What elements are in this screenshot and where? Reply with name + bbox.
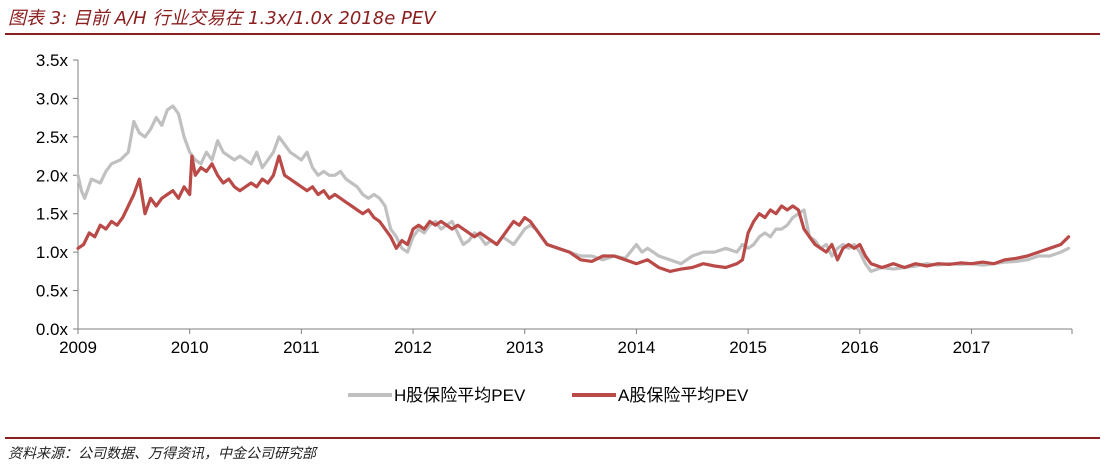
y-tick-label: 0.5x (36, 282, 69, 301)
x-axis: 2009 2010 2011 2012 2013 2014 2015 2016 2017 (59, 328, 1073, 357)
series-line-a-share (76, 154, 1071, 273)
y-tick-label: 1.0x (36, 243, 69, 262)
series-line-h-share (76, 104, 1071, 273)
y-tick-label: 2.0x (36, 166, 69, 185)
series-layer (76, 104, 1071, 273)
x-tick-label: 2009 (59, 338, 97, 357)
chart-title: 图表 3: 目前 A/H 行业交易在 1.3x/1.0x 2018e PEV (8, 8, 436, 29)
title-rule (5, 33, 1100, 35)
x-tick-label: 2010 (171, 338, 209, 357)
x-tick-label: 2017 (953, 338, 991, 357)
y-tick-label: 3.0x (36, 89, 69, 108)
y-tick-label: 3.5x (36, 51, 69, 70)
legend-label: H股保险平均PEV (394, 386, 526, 405)
line-chart: 0.0x 0.5x 1.0x 1.5x 2.0x 2.5x 3.0x 3.5x 2009 201… (36, 51, 1073, 405)
legend: H股保险平均PEV A股保险平均PEV (348, 386, 749, 405)
source-note: 资料来源：公司数据、万得资讯，中金公司研究部 (8, 446, 316, 462)
footer-rule (5, 437, 1100, 439)
legend-label: A股保险平均PEV (618, 386, 749, 405)
y-tick-label: 0.0x (36, 320, 69, 339)
y-tick-label: 1.5x (36, 205, 69, 224)
x-tick-label: 2016 (841, 338, 879, 357)
x-tick-label: 2011 (283, 338, 320, 357)
x-tick-label: 2015 (729, 338, 767, 357)
x-tick-label: 2012 (394, 338, 432, 357)
x-tick-label: 2013 (506, 338, 544, 357)
y-axis: 0.0x 0.5x 1.0x 1.5x 2.0x 2.5x 3.0x 3.5x (36, 51, 79, 339)
y-tick-label: 2.5x (36, 128, 69, 147)
x-tick-label: 2014 (618, 338, 656, 357)
